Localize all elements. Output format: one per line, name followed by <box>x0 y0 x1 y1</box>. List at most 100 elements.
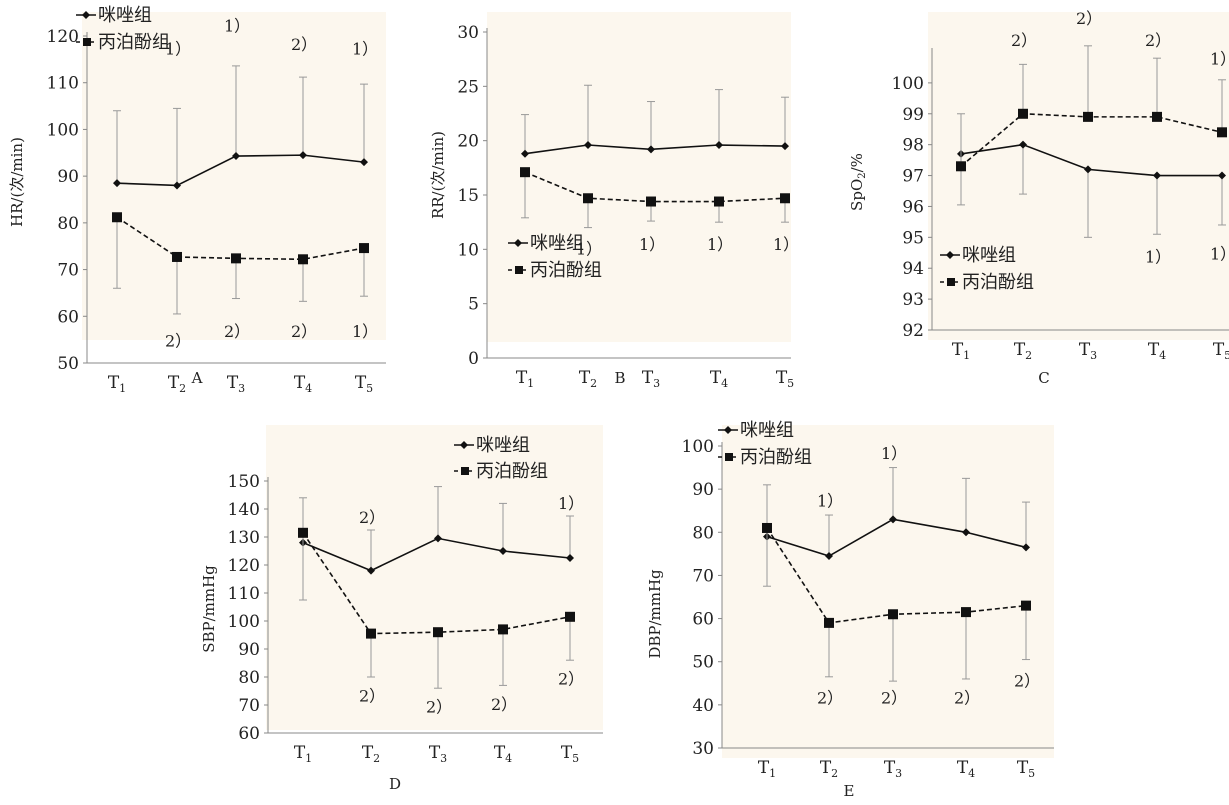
y-tick-label: 60 <box>57 307 79 327</box>
y-tick-label: 99 <box>902 105 924 125</box>
x-tick-label: T3 <box>642 368 660 390</box>
significance-mark: 2） <box>426 698 452 717</box>
x-tick-label: T5 <box>776 368 794 390</box>
y-tick-label: 70 <box>57 261 79 281</box>
chart-panel-c: 92 93 94 95 96 97 98 99 100 T1 T2 T3 T4 T5 C SpO2/% 咪唑组丙… <box>848 9 1229 387</box>
legend-marker <box>724 426 732 434</box>
data-point <box>962 528 970 537</box>
significance-mark: 1） <box>352 322 378 341</box>
legend-label: 丙泊酚组 <box>476 461 548 482</box>
data-point <box>1084 165 1092 174</box>
chart-panel-e: 30 40 50 60 70 80 90 100 T1 T2 T3 T4 T5 E DBP/mmHg 咪唑组丙… <box>646 420 1054 800</box>
legend-label: 丙泊酚组 <box>740 447 812 468</box>
data-point <box>714 196 724 207</box>
data-point <box>1152 111 1162 122</box>
data-point <box>1083 111 1093 122</box>
plot-background <box>722 425 1054 758</box>
y-tick-label: 90 <box>692 480 714 500</box>
data-point <box>715 141 723 150</box>
data-point <box>1217 127 1227 138</box>
chart-panel-a: 50 60 70 80 90 100 110 120 T1 T2 T3 T4 T5 A HR/(次/min)… <box>8 5 386 395</box>
data-point <box>1218 171 1226 180</box>
data-point <box>956 161 966 172</box>
x-tick-label: T2 <box>579 368 597 390</box>
data-point <box>112 212 122 223</box>
y-tick-label: 110 <box>47 74 79 94</box>
y-tick-label: 97 <box>902 167 924 187</box>
x-tick-label: T4 <box>494 743 512 765</box>
significance-mark: 1） <box>881 444 907 463</box>
data-point <box>1018 108 1028 119</box>
y-tick-label: 120 <box>47 27 79 47</box>
data-point <box>173 181 181 190</box>
y-tick-label: 60 <box>238 724 260 744</box>
series-midazolam <box>113 65 368 190</box>
data-point <box>780 193 790 204</box>
significance-mark: 2） <box>291 35 317 54</box>
data-point <box>888 609 898 620</box>
data-point <box>1022 543 1030 552</box>
significance-mark: 2） <box>558 670 584 689</box>
panel-letter: E <box>844 782 855 800</box>
x-tick-label: T2 <box>168 373 186 395</box>
y-tick-label: 5 <box>468 295 479 315</box>
x-tick-label: T4 <box>710 368 728 390</box>
panel-letter: C <box>1038 369 1049 387</box>
data-point <box>781 142 789 151</box>
significance-mark: 2） <box>817 689 843 708</box>
legend-label: 丙泊酚组 <box>530 260 602 281</box>
significance-mark: 1） <box>224 16 250 35</box>
significance-mark: 2） <box>1145 31 1171 50</box>
y-tick-label: 130 <box>228 528 260 548</box>
data-point <box>583 193 593 204</box>
x-tick-label: T2 <box>820 758 838 780</box>
x-tick-label: T3 <box>429 743 447 765</box>
y-tick-label: 100 <box>47 120 79 140</box>
x-tick-label: T2 <box>362 743 380 765</box>
data-point <box>961 607 971 618</box>
y-tick-label: 60 <box>692 610 714 630</box>
panel-letter: A <box>191 369 203 387</box>
panel-letter: B <box>614 369 625 387</box>
data-point <box>1153 171 1161 180</box>
y-tick-label: 70 <box>692 566 714 586</box>
significance-mark: 1） <box>707 235 733 254</box>
y-tick-label: 15 <box>457 186 479 206</box>
y-tick-label: 94 <box>902 259 924 279</box>
data-point <box>521 149 529 158</box>
significance-mark: 1） <box>1210 49 1229 68</box>
legend-marker <box>83 38 91 46</box>
x-tick-label: T1 <box>108 373 126 395</box>
x-tick-label: T5 <box>355 373 373 395</box>
significance-mark: 1） <box>558 494 584 513</box>
y-tick-label: 50 <box>692 653 714 673</box>
data-point <box>646 196 656 207</box>
data-point <box>584 141 592 150</box>
chart-panel-b: 0 5 10 15 20 25 30 T1 T2 T3 T4 T5 B RR/(次/min) 咪唑组丙泊酚组… <box>429 12 799 390</box>
legend-marker <box>946 251 954 259</box>
y-tick-label: 92 <box>902 321 924 341</box>
significance-mark: 1） <box>639 235 665 254</box>
x-tick-label: T5 <box>1017 758 1035 780</box>
data-point <box>1019 140 1027 149</box>
legend-marker <box>515 266 523 274</box>
significance-mark: 2） <box>1014 671 1040 690</box>
y-tick-label: 93 <box>902 290 924 310</box>
series-midazolam <box>763 467 1030 561</box>
data-point <box>824 617 834 628</box>
significance-mark: 2） <box>224 322 250 341</box>
series-propofol <box>956 45 1227 172</box>
significance-mark: 2） <box>491 695 517 714</box>
y-tick-label: 25 <box>457 77 479 97</box>
x-tick-label: T4 <box>294 373 312 395</box>
data-point <box>520 167 530 178</box>
legend-marker <box>725 453 733 461</box>
plot-background <box>487 12 791 342</box>
series-propofol <box>112 212 369 315</box>
y-tick-label: 20 <box>457 132 479 152</box>
y-tick-label: 0 <box>468 349 479 369</box>
y-tick-label: 80 <box>692 523 714 543</box>
